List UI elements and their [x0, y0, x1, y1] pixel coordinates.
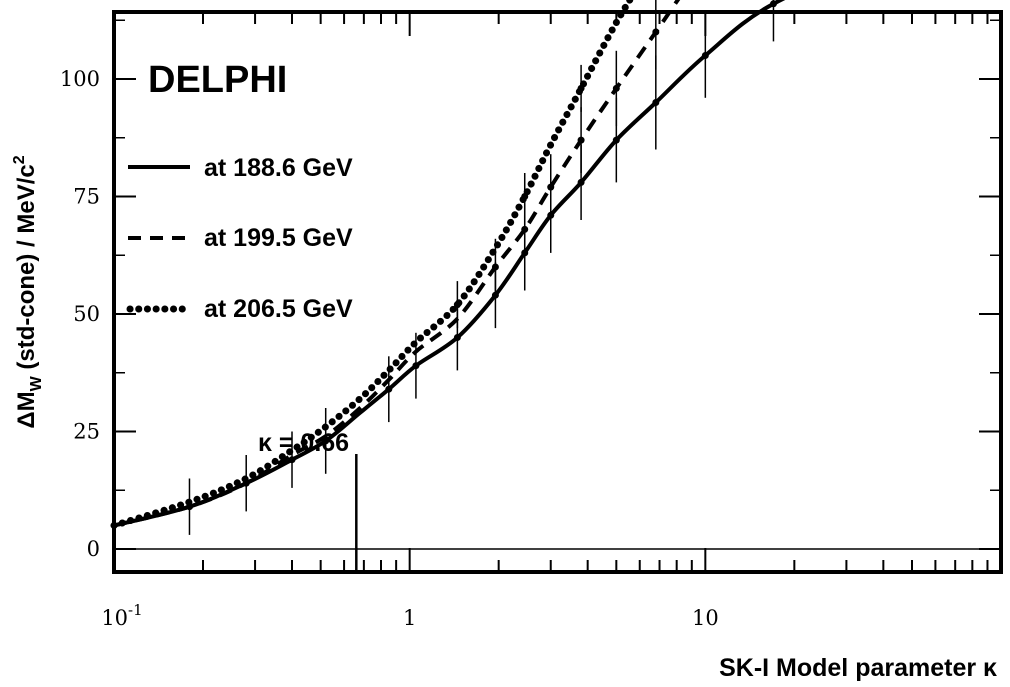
- kappa-annotation: κ = 0.66: [258, 429, 349, 457]
- x-tick-label-2: 10: [692, 606, 719, 630]
- y-axis-label-sup: 2: [11, 155, 28, 164]
- y-tick-label-100: 100: [60, 67, 100, 91]
- data-point-s1-0: [491, 263, 499, 271]
- plot-frame: [112, 10, 1003, 574]
- x-axis-label: SK-I Model parameter κ: [719, 654, 997, 682]
- legend-label-2065: at 206.5 GeV: [204, 295, 353, 323]
- y-tick-label-25: 25: [73, 420, 100, 444]
- y-axis-label-mid: (std-cone) / MeV/c: [13, 164, 40, 376]
- data-point-s1-1: [521, 225, 529, 233]
- y-axis-label-main: ΔM: [13, 391, 40, 428]
- x-tick-label-0: 10-1: [101, 601, 142, 630]
- data-point-s2-0: [453, 301, 461, 309]
- data-point-s0-7: [491, 291, 499, 299]
- data-point-s2-2: [577, 84, 585, 92]
- legend: at 188.6 GeV at 199.5 GeV at 206.5 GeV: [126, 154, 353, 323]
- legend-label-1886: at 188.6 GeV: [204, 154, 353, 182]
- data-point-s1-3: [577, 136, 585, 144]
- y-tick-label-50: 50: [73, 302, 100, 326]
- data-point-s0-0: [185, 503, 193, 511]
- chart-title: DELPHI: [148, 59, 287, 101]
- data-point-s2-1: [521, 193, 529, 200]
- y-axis-label: ΔMW (std-cone) / MeV/c2: [11, 155, 45, 428]
- data-point-s0-4: [385, 385, 393, 393]
- data-point-s1-5: [652, 28, 660, 36]
- data-point-s0-5: [412, 362, 420, 370]
- data-point-s0-3: [322, 437, 330, 445]
- data-point-s0-6: [453, 334, 461, 341]
- data-point-s0-11: [612, 136, 620, 144]
- data-point-s0-12: [652, 99, 660, 106]
- data-point-s0-14: [769, 0, 777, 8]
- y-axis-label-sub: W: [28, 375, 45, 391]
- x-tick-label-1: 1: [403, 606, 416, 630]
- data-point-s0-8: [521, 249, 529, 257]
- y-tick-label-75: 75: [73, 185, 100, 209]
- data-point-s1-2: [547, 183, 555, 191]
- data-point-s0-10: [577, 178, 585, 186]
- data-point-s0-13: [701, 52, 709, 59]
- data-point-s1-4: [612, 84, 620, 92]
- data-point-s0-1: [242, 479, 250, 487]
- y-tick-label-0: 0: [87, 537, 100, 561]
- data-point-s0-9: [547, 211, 555, 219]
- data-point-s0-2: [288, 456, 296, 464]
- legend-label-1995: at 199.5 GeV: [204, 224, 353, 252]
